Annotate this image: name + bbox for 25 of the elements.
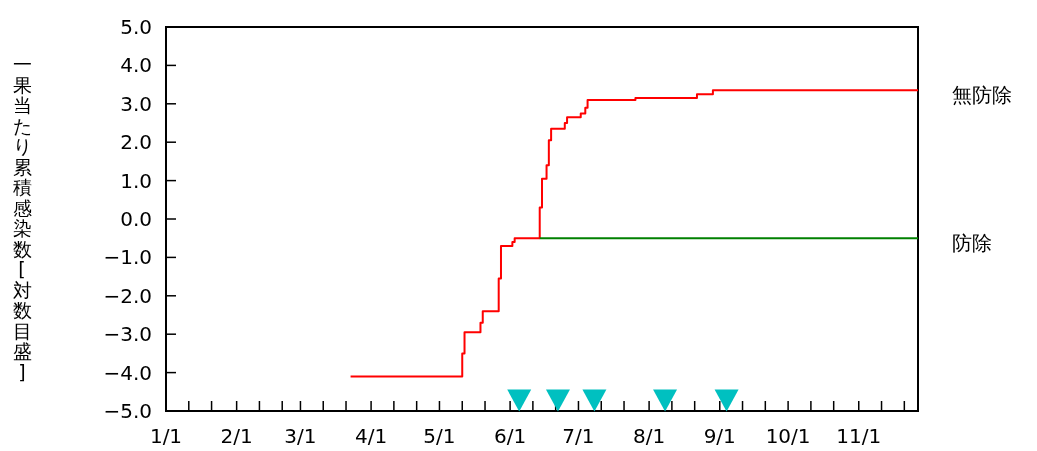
y-tick-label: 1.0 [120,168,152,193]
series-label: 防除 [952,231,992,256]
x-tick-label: 10/1 [765,424,811,448]
y-tick-label: 3.0 [120,91,152,116]
y-tick-label: −2.0 [103,283,152,308]
x-tick-label: 5/1 [423,424,456,448]
y-tick-label: −4.0 [103,360,152,385]
y-tick-label: 4.0 [120,53,152,78]
x-tick-label: 11/1 [836,424,882,448]
x-tick-label: 1/1 [149,424,183,448]
x-tick-label: 8/1 [633,424,666,448]
y-tick-label: 0.0 [120,207,152,231]
series-label: 無防除 [952,83,1012,108]
x-tick-label: 2/1 [220,424,253,448]
x-tick-label: 9/1 [703,424,736,448]
y-tick-label: −1.0 [103,245,152,270]
text: 一果当たり累積感染数[対数目盛] [12,53,32,383]
x-tick-label: 3/1 [284,424,317,448]
x-tick-label: 7/1 [562,424,595,448]
x-tick-label: 4/1 [355,424,388,448]
x-tick-label: 6/1 [494,424,527,448]
y-tick-label: 5.0 [120,15,152,39]
y-tick-label: −5.0 [103,399,152,423]
y-tick-label: −3.0 [103,322,152,347]
y-tick-label: 2.0 [120,130,152,155]
